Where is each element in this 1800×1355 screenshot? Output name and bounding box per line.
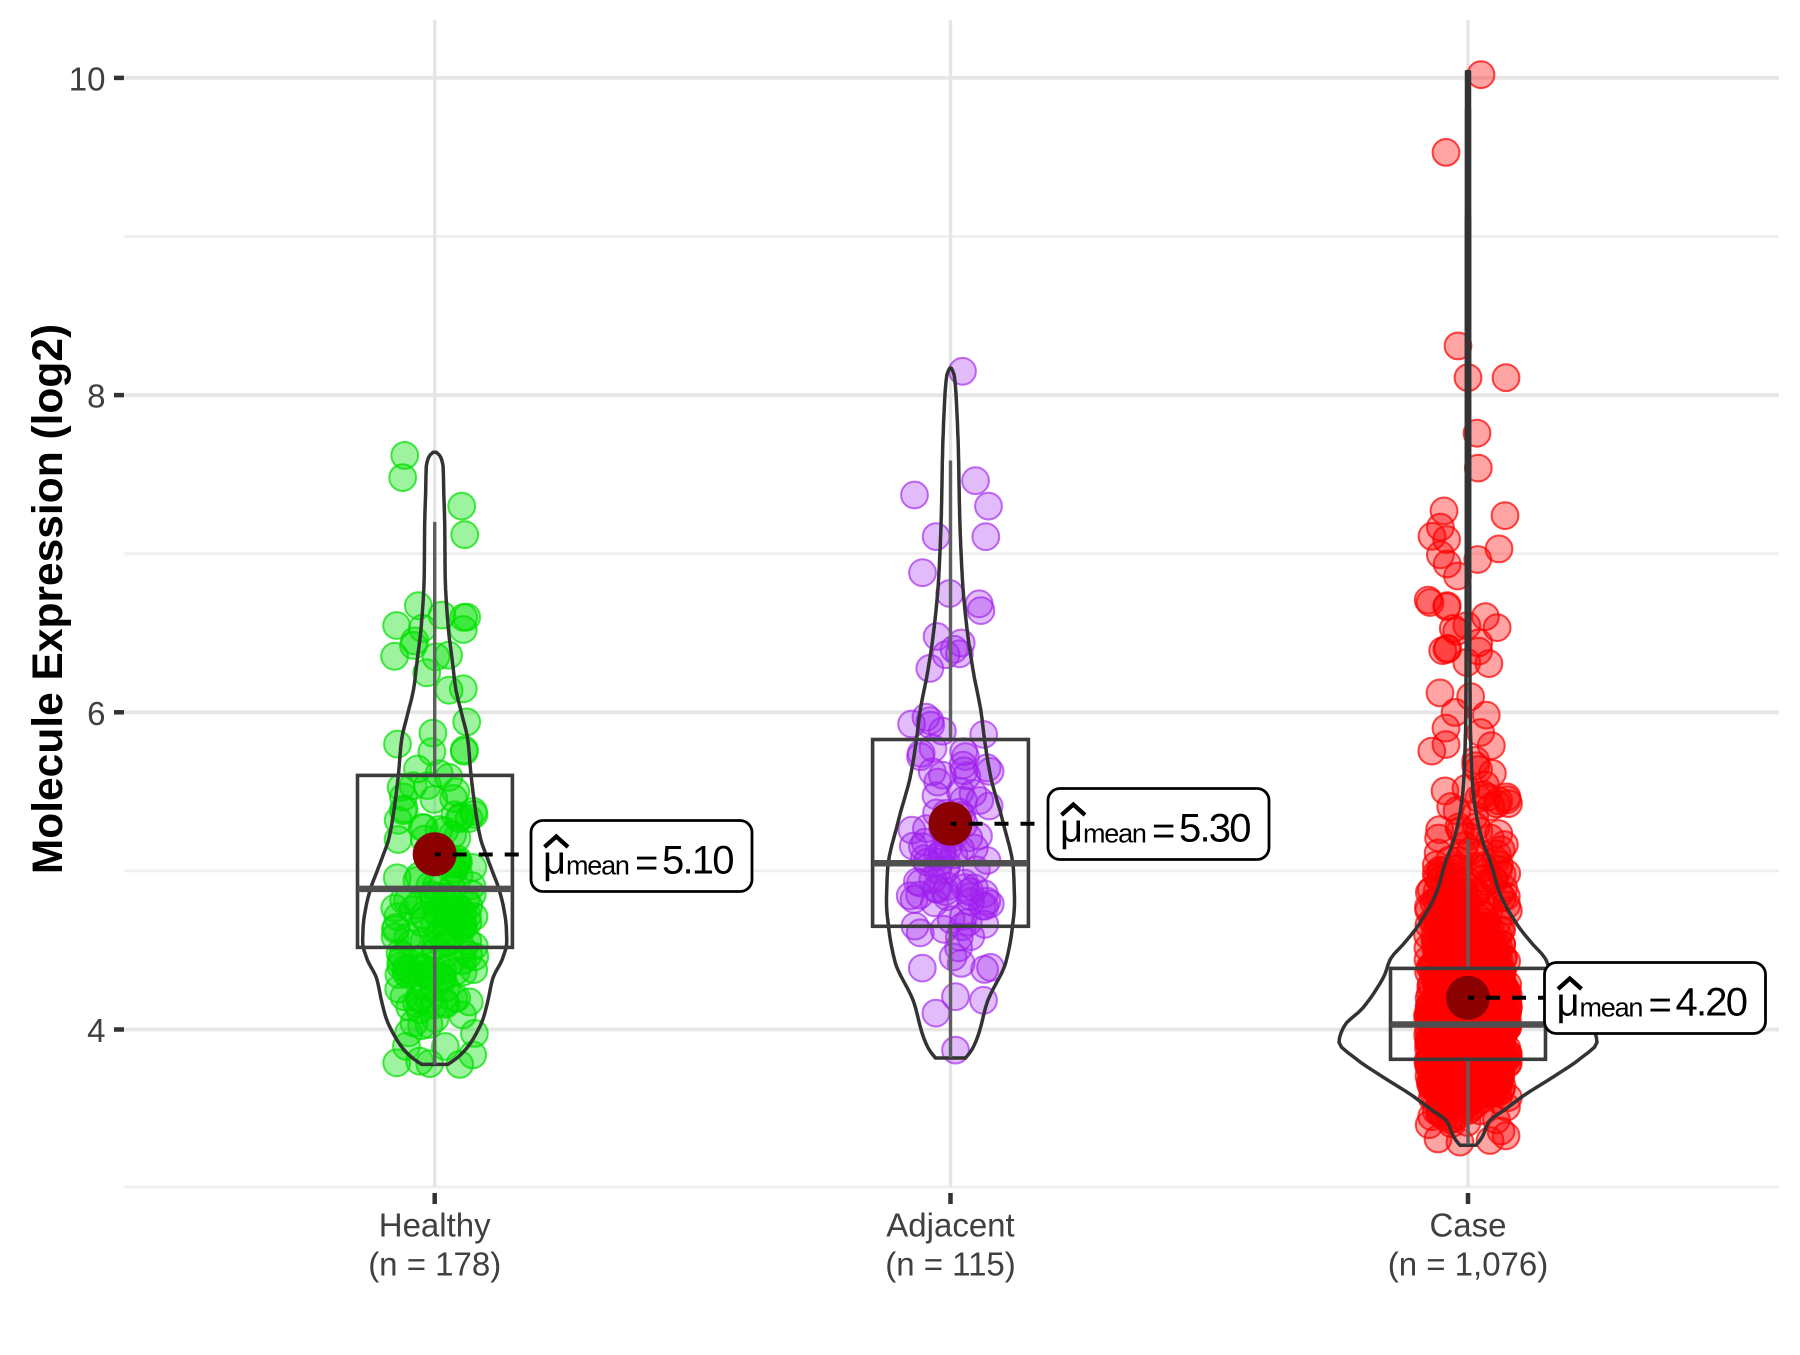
svg-text:μ: μ <box>1557 981 1580 1025</box>
svg-text:μ: μ <box>543 839 566 883</box>
svg-text:Case: Case <box>1429 1207 1506 1244</box>
svg-text:Healthy: Healthy <box>379 1207 491 1244</box>
svg-text:=: = <box>635 841 658 885</box>
svg-text:5.30: 5.30 <box>1179 807 1250 851</box>
svg-text:=: = <box>1152 809 1175 853</box>
svg-text:(n = 1,076): (n = 1,076) <box>1388 1246 1549 1283</box>
svg-text:4: 4 <box>87 1012 105 1049</box>
svg-text:4.20: 4.20 <box>1676 981 1747 1025</box>
svg-text:Adjacent: Adjacent <box>886 1207 1014 1244</box>
svg-text:μ: μ <box>1060 807 1083 851</box>
svg-text:5.10: 5.10 <box>662 839 733 883</box>
svg-text:mean: mean <box>1580 993 1643 1023</box>
svg-text:=: = <box>1649 983 1672 1027</box>
svg-text:8: 8 <box>87 378 105 415</box>
svg-text:6: 6 <box>87 695 105 732</box>
svg-text:(n = 115): (n = 115) <box>885 1246 1016 1283</box>
svg-text:10: 10 <box>69 60 106 97</box>
svg-text:mean: mean <box>566 851 629 881</box>
svg-text:(n = 178): (n = 178) <box>368 1246 501 1283</box>
svg-text:Molecule Expression (log2): Molecule Expression (log2) <box>25 324 72 874</box>
svg-text:mean: mean <box>1083 819 1146 849</box>
